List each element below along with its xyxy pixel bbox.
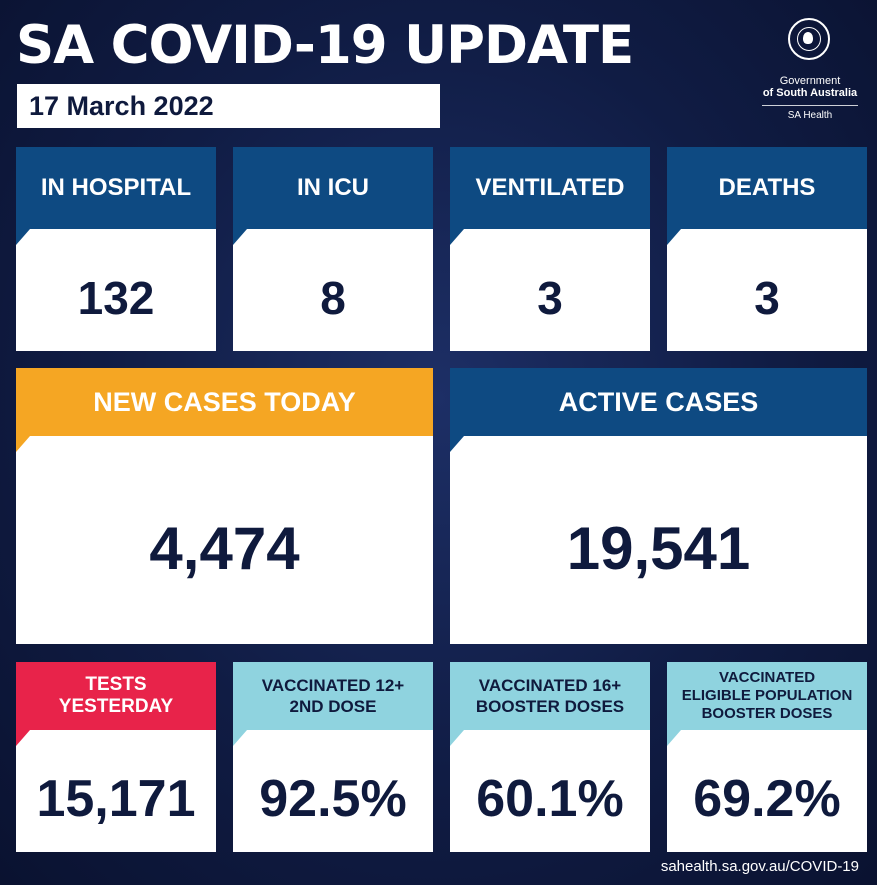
stat-label-line: BOOSTER DOSES [701, 705, 833, 722]
stat-card-in-hospital: IN HOSPITAL 132 [16, 147, 216, 351]
stat-label: IN HOSPITAL [16, 147, 216, 229]
stat-label: VACCINATED 12+ 2ND DOSE [233, 662, 433, 730]
stat-card-tests-yesterday: TESTS YESTERDAY 15,171 [16, 662, 216, 852]
stat-label: TESTS YESTERDAY [16, 662, 216, 730]
stat-label: VACCINATED 16+ BOOSTER DOSES [450, 662, 650, 730]
stat-value: 4,474 [149, 514, 300, 582]
stat-value: 60.1% [476, 770, 624, 828]
stat-label-line: VACCINATED 16+ [478, 676, 622, 695]
stat-value: 3 [537, 272, 563, 324]
stat-card-vaccinated-12: VACCINATED 12+ 2ND DOSE 92.5% [233, 662, 433, 852]
logo-line-government: Government [779, 75, 841, 87]
stat-label-line: YESTERDAY [58, 696, 174, 717]
stat-label-line: 2ND DOSE [289, 697, 377, 716]
stat-label: DEATHS [667, 147, 867, 229]
stat-label: ACTIVE CASES [450, 368, 867, 436]
logo-divider [762, 105, 858, 106]
stat-label-line: TESTS [85, 674, 147, 695]
stat-label: IN ICU [233, 147, 433, 229]
stat-card-active-cases: ACTIVE CASES 19,541 [450, 368, 867, 644]
stat-value: 19,541 [566, 514, 751, 582]
government-logo: Government of South Australia SA Health [752, 14, 868, 124]
page-title: SA COVID-19 UPDATE [16, 15, 634, 76]
sa-seal-icon [788, 18, 830, 60]
stat-label: NEW CASES TODAY [16, 368, 433, 436]
stat-label-line: ELIGIBLE POPULATION [681, 687, 853, 704]
logo-line-south-australia: of South Australia [762, 87, 858, 99]
stat-card-eligible-booster: VACCINATED ELIGIBLE POPULATION BOOSTER D… [667, 662, 867, 852]
stat-card-vaccinated-16-booster: VACCINATED 16+ BOOSTER DOSES 60.1% [450, 662, 650, 852]
stat-value: 132 [77, 272, 155, 324]
stat-value: 3 [754, 272, 780, 324]
footer-url: sahealth.sa.gov.au/COVID-19 [660, 858, 859, 875]
stat-value: 8 [320, 272, 346, 324]
stat-value: 69.2% [693, 770, 841, 828]
stat-label: VENTILATED [450, 147, 650, 229]
stat-label-line: VACCINATED [718, 669, 816, 686]
stat-value: 15,171 [36, 770, 196, 828]
stat-label-line: VACCINATED 12+ [261, 676, 405, 695]
stat-label: VACCINATED ELIGIBLE POPULATION BOOSTER D… [667, 662, 867, 730]
stat-card-deaths: DEATHS 3 [667, 147, 867, 351]
logo-line-sa-health: SA Health [787, 110, 833, 121]
stat-card-ventilated: VENTILATED 3 [450, 147, 650, 351]
stat-card-in-icu: IN ICU 8 [233, 147, 433, 351]
date-banner: 17 March 2022 [17, 84, 440, 128]
stat-label-line: BOOSTER DOSES [475, 697, 625, 716]
stat-card-new-cases: NEW CASES TODAY 4,474 [16, 368, 433, 644]
stat-value: 92.5% [259, 770, 407, 828]
